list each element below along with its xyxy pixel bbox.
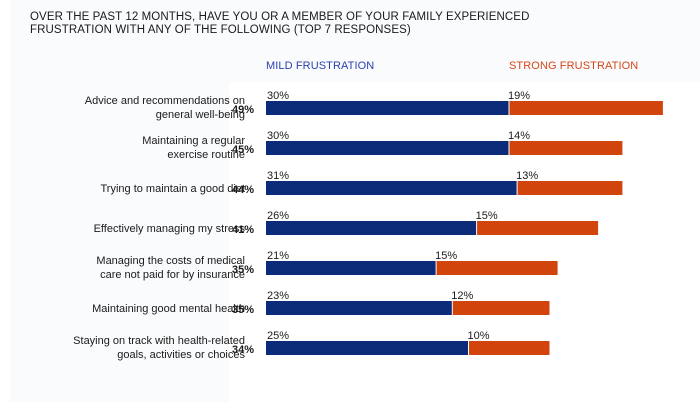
value-label-mild: 23%	[267, 290, 289, 302]
value-label-strong: 15%	[476, 210, 498, 222]
value-label-strong: 12%	[451, 290, 473, 302]
value-label-strong: 10%	[468, 330, 490, 342]
value-label-strong: 19%	[508, 90, 530, 102]
value-label-mild: 26%	[267, 210, 289, 222]
total-label: 41%	[232, 224, 254, 236]
value-label-strong: 13%	[516, 170, 538, 182]
category-label: Maintaining a regular exercise routine	[142, 135, 245, 161]
total-label: 49%	[232, 104, 254, 116]
value-label-mild: 30%	[267, 90, 289, 102]
bar-mild	[266, 301, 453, 315]
bar-strong	[452, 301, 550, 315]
bar-strong	[517, 181, 623, 195]
legend-mild-frustration: MILD FRUSTRATION	[266, 60, 375, 72]
bar-strong	[509, 101, 663, 115]
chart-title-line-2: FRUSTRATION WITH ANY OF THE FOLLOWING (T…	[30, 24, 411, 36]
total-label: 35%	[232, 304, 254, 316]
category-label-line: care not paid for by insurance	[100, 269, 245, 281]
total-label: 34%	[232, 344, 254, 356]
value-label-strong: 15%	[435, 250, 457, 262]
category-label-line: general well-being	[156, 109, 245, 121]
legend-strong-frustration: STRONG FRUSTRATION	[509, 60, 639, 72]
bar-strong	[509, 141, 623, 155]
category-label-line: Staying on track with health-related	[73, 335, 245, 347]
value-label-mild: 25%	[267, 330, 289, 342]
category-label: Advice and recommendations on general wel…	[85, 95, 245, 121]
total-label: 44%	[232, 184, 254, 196]
bar-strong	[436, 261, 558, 275]
bar-mild	[266, 141, 509, 155]
bar-mild	[266, 101, 509, 115]
value-label-mild: 21%	[267, 250, 289, 262]
category-label: Managing the costs of medical care not pa…	[96, 255, 245, 281]
bar-mild	[266, 181, 518, 195]
category-label-line: Maintaining a regular	[142, 135, 245, 147]
total-label: 35%	[232, 264, 254, 276]
bar-mild	[266, 341, 469, 355]
total-label: 45%	[232, 144, 254, 156]
bar-strong	[468, 341, 550, 355]
category-label: Staying on track with health-related goal…	[73, 335, 245, 361]
category-label-line: goals, activities or choices	[117, 349, 245, 361]
value-label-mild: 31%	[267, 170, 289, 182]
value-label-strong: 14%	[508, 130, 530, 142]
category-label: Effectively managing my stress	[94, 223, 246, 235]
category-label-line: Managing the costs of medical	[96, 255, 245, 267]
category-label-line: Advice and recommendations on	[85, 95, 245, 107]
bar-mild	[266, 261, 437, 275]
bar-strong	[476, 221, 599, 235]
bar-mild	[266, 221, 477, 235]
category-label: Maintaining good mental health	[92, 303, 245, 315]
value-label-mild: 30%	[267, 130, 289, 142]
chart-title-line-1: OVER THE PAST 12 MONTHS, HAVE YOU OR A M…	[30, 11, 530, 23]
category-label: Trying to maintain a good diet	[100, 183, 245, 195]
chart-title: OVER THE PAST 12 MONTHS, HAVE YOU OR A M…	[30, 11, 630, 37]
category-label-line: exercise routine	[167, 149, 245, 161]
